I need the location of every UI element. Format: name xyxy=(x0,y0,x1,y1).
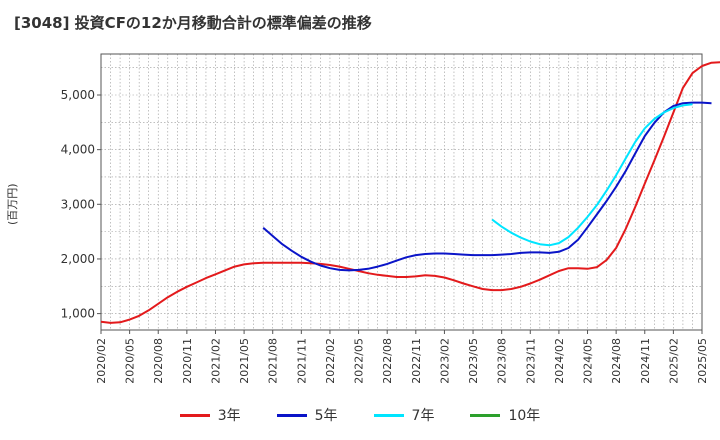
y-tick-label: 5,000 xyxy=(61,88,95,102)
legend-swatch xyxy=(276,413,307,417)
legend-item: 3年 xyxy=(179,405,241,425)
plot-area xyxy=(101,54,702,330)
series-line-3年 xyxy=(100,61,720,324)
x-tick-label: 2022/05 xyxy=(353,338,366,384)
y-tick-label: 1,000 xyxy=(61,307,95,321)
legend-swatch xyxy=(470,413,501,417)
x-tick-label: 2025/02 xyxy=(667,338,680,384)
x-tick-label: 2020/11 xyxy=(181,338,194,384)
legend-label: 10年 xyxy=(508,408,541,424)
legend-item: 5年 xyxy=(276,405,338,425)
legend-label: 5年 xyxy=(314,408,338,424)
legend-label: 3年 xyxy=(217,408,241,424)
series-line-5年 xyxy=(262,101,712,272)
x-tick-label: 2022/11 xyxy=(410,338,423,384)
plot-frame xyxy=(100,53,703,331)
legend-swatch xyxy=(373,413,404,417)
legend-item: 10年 xyxy=(470,405,540,425)
x-tick-label: 2020/08 xyxy=(152,338,165,384)
chart-svg: 1,000 2,000 3,000 4,000 5,000 2020/02 2020/05 2… xyxy=(61,53,720,384)
x-tick-label: 2021/08 xyxy=(267,338,280,384)
x-tick-label: 2024/11 xyxy=(639,338,652,384)
legend-item: 7年 xyxy=(373,405,435,425)
legend-label: 7年 xyxy=(411,408,435,424)
y-tick-label: 3,000 xyxy=(61,197,95,211)
x-tick-label: 2022/08 xyxy=(381,338,394,384)
legend-swatch xyxy=(179,413,210,417)
x-tick-label: 2021/11 xyxy=(295,338,308,384)
x-tick-label: 2023/05 xyxy=(467,338,480,384)
x-tick-label: 2024/05 xyxy=(582,338,595,384)
y-tick-label: 4,000 xyxy=(61,143,95,157)
series-line-7年 xyxy=(491,103,693,247)
x-tick-label: 2021/05 xyxy=(238,338,251,384)
x-tick-label: 2021/02 xyxy=(209,338,222,384)
legend: 3年 5年 7年 10年 xyxy=(0,402,720,428)
x-tick-label: 2020/05 xyxy=(124,338,137,384)
x-tick-label: 2024/02 xyxy=(553,338,566,384)
chart-title: [3048] 投資CFの12か月移動合計の標準偏差の推移 xyxy=(14,14,372,32)
x-tick-label: 2020/02 xyxy=(95,338,108,384)
x-tick-label: 2023/02 xyxy=(438,338,451,384)
x-tick-label: 2022/02 xyxy=(324,338,337,384)
x-tick-label: 2024/08 xyxy=(610,338,623,384)
x-tick-label: 2025/05 xyxy=(696,338,709,384)
x-tick-label: 2023/08 xyxy=(496,338,509,384)
x-tick-label: 2023/11 xyxy=(524,338,537,384)
y-tick-label: 2,000 xyxy=(61,252,95,266)
